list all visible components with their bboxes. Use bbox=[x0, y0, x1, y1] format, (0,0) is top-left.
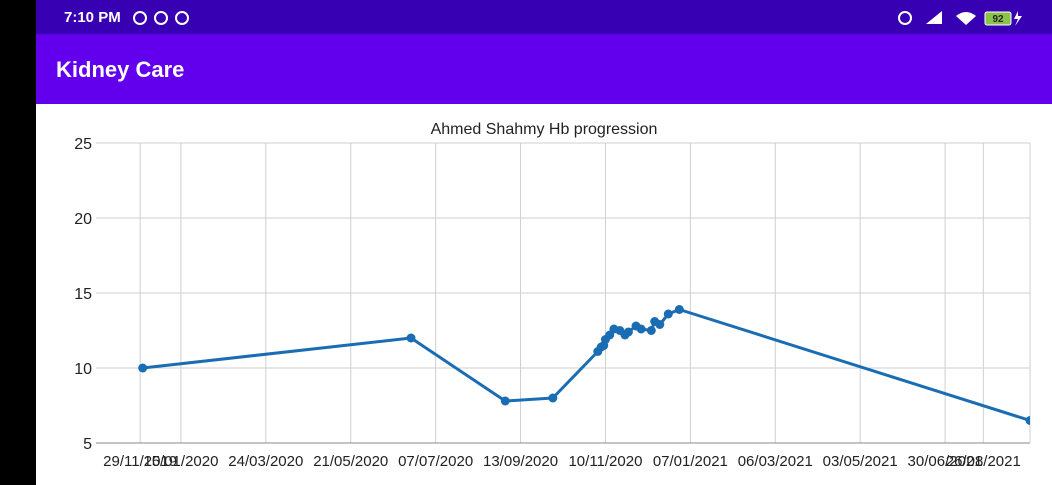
status-time: 7:10 PM bbox=[64, 9, 121, 26]
chart-title: Ahmed Shahmy Hb progression bbox=[431, 121, 658, 138]
system-icons: 92 bbox=[898, 11, 1022, 26]
data-point bbox=[548, 393, 558, 403]
app-title: Kidney Care bbox=[56, 57, 185, 82]
x-tick-label: 13/09/2020 bbox=[483, 453, 558, 470]
data-point bbox=[500, 396, 510, 406]
x-tick-label: 21/05/2020 bbox=[313, 453, 388, 470]
notification-icons bbox=[133, 11, 189, 25]
y-tick-label: 5 bbox=[83, 436, 92, 453]
x-tick-label: 26/08/2021 bbox=[946, 453, 1021, 470]
chart: Ahmed Shahmy Hb progression 5 10 15 20 25 29/… bbox=[74, 121, 1031, 470]
x-tick-label: 15/01/2020 bbox=[143, 453, 218, 470]
y-tick-label: 25 bbox=[74, 136, 92, 153]
data-point bbox=[655, 320, 665, 329]
data-point bbox=[663, 309, 673, 319]
data-line bbox=[142, 308, 1030, 422]
app-screen: 7:10 PM 92 Kidney Care Ahmed Shahmy Hb p… bbox=[36, 0, 1052, 485]
data-point bbox=[406, 333, 416, 343]
x-tick-label: 29/11/2019 bbox=[103, 453, 177, 470]
data-point bbox=[636, 324, 646, 334]
plot-area bbox=[138, 305, 1030, 425]
x-tick-label: 06/03/2021 bbox=[738, 453, 813, 470]
x-tick-label: 07/07/2020 bbox=[398, 453, 473, 470]
x-tick-label: 10/11/2020 bbox=[568, 453, 642, 470]
data-point bbox=[623, 327, 633, 337]
x-tick-label: 07/01/2021 bbox=[653, 453, 728, 470]
x-tick-label: 24/03/2020 bbox=[228, 453, 303, 470]
app-bar: Kidney Care bbox=[36, 34, 1052, 104]
data-point bbox=[674, 305, 684, 314]
data-point bbox=[646, 326, 656, 335]
x-tick-label: 30/06/2021 bbox=[908, 453, 983, 470]
data-point bbox=[138, 363, 148, 373]
y-tick-label: 10 bbox=[74, 361, 92, 378]
data-point bbox=[1025, 416, 1030, 425]
y-tick-label: 15 bbox=[74, 286, 92, 303]
x-tick-label: 03/05/2021 bbox=[823, 453, 898, 470]
y-tick-label: 20 bbox=[74, 211, 92, 228]
status-bar: 7:10 PM 92 bbox=[36, 0, 1052, 34]
battery-level: 92 bbox=[992, 14, 1004, 25]
